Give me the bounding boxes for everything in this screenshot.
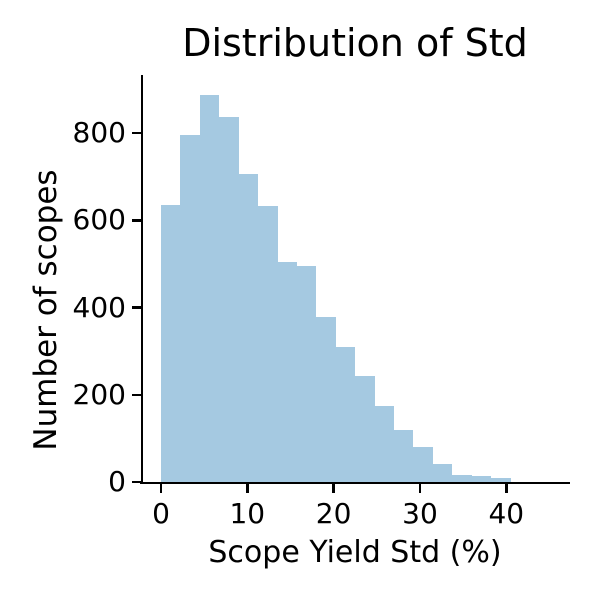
histogram-bar — [355, 375, 375, 482]
y-tick-mark — [131, 306, 141, 309]
x-axis-line — [140, 481, 570, 485]
histogram-bar — [413, 447, 433, 482]
x-tick-label: 30 — [402, 497, 438, 530]
x-tick-label: 0 — [152, 497, 170, 530]
x-tick-mark — [505, 484, 508, 494]
histogram-bar — [296, 265, 317, 482]
histogram-bar — [335, 346, 356, 482]
y-tick-mark — [131, 480, 141, 484]
y-tick-mark — [131, 131, 141, 135]
histogram-bar — [258, 205, 278, 482]
x-tick-mark — [332, 484, 335, 494]
histogram-bar — [471, 475, 492, 482]
y-axis-line — [140, 75, 143, 484]
y-tick-label: 200 — [72, 377, 126, 411]
histogram-bar — [199, 94, 220, 482]
histogram-bar — [219, 116, 239, 482]
y-tick-label: 0 — [108, 465, 126, 498]
x-tick-mark — [418, 484, 422, 494]
x-tick-label: 20 — [315, 497, 352, 530]
histogram-bar — [374, 405, 395, 482]
chart-title: Distribution of Std — [182, 21, 528, 65]
histogram-bar — [161, 204, 181, 482]
y-tick-mark — [131, 219, 141, 222]
x-tick-mark — [159, 484, 163, 494]
y-tick-label: 400 — [72, 290, 126, 324]
histogram-bar — [394, 430, 414, 482]
x-axis-label: Scope Yield Std (%) — [208, 535, 502, 570]
y-tick-label: 800 — [72, 116, 126, 149]
x-tick-mark — [246, 484, 249, 494]
x-tick-label: 10 — [229, 497, 266, 530]
histogram-bar — [238, 174, 259, 482]
histogram-bar — [491, 478, 511, 482]
histogram-bar — [432, 464, 453, 482]
x-tick-label: 40 — [488, 497, 525, 530]
histogram-bar — [452, 474, 472, 482]
y-tick-mark — [131, 393, 141, 396]
y-tick-label: 600 — [72, 203, 126, 237]
histogram-bar — [277, 262, 297, 482]
histogram-bar — [180, 135, 200, 482]
histogram-bar — [316, 316, 336, 482]
